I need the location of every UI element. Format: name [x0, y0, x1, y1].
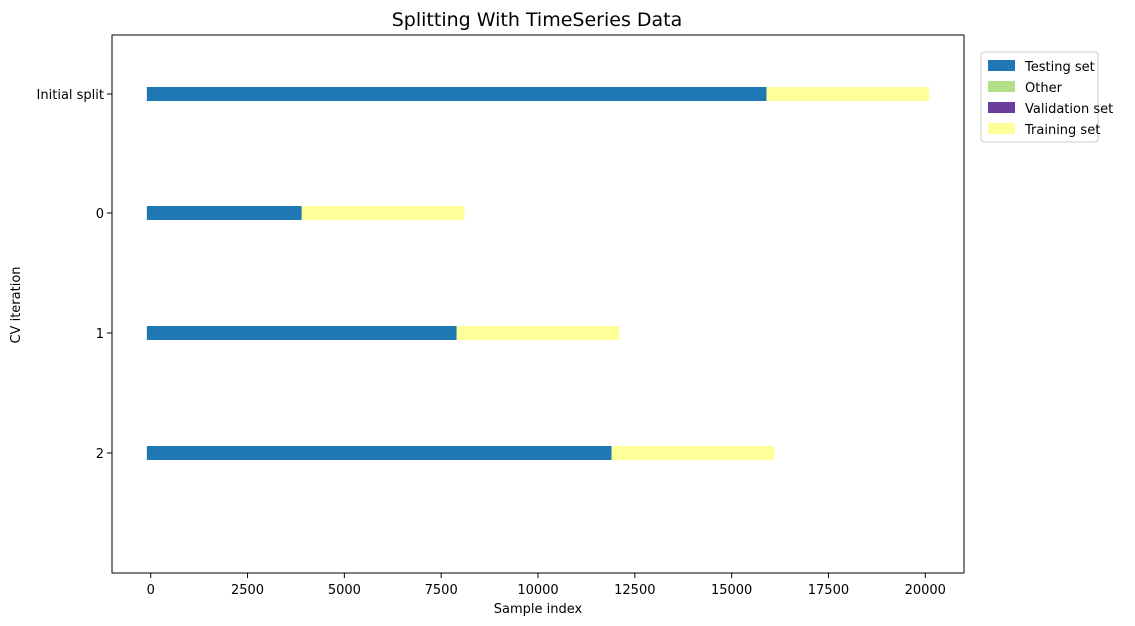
- y-axis-label: CV iteration: [9, 266, 24, 343]
- x-tick-label: 12500: [614, 583, 655, 598]
- y-tick-label: 1: [96, 327, 104, 342]
- x-axis-ticks: 0 2500 5000 7500 10000 12500 15000 17500 20000: [147, 573, 946, 598]
- legend-swatch-other: [988, 81, 1015, 92]
- x-tick-label: 2500: [231, 583, 264, 598]
- bar-1-testing-set: [146, 326, 457, 340]
- legend-label-validation-set: Validation set: [1025, 102, 1113, 117]
- bar-2-training-set: [611, 446, 775, 460]
- legend-swatch-training-set: [988, 123, 1015, 134]
- bar-0-testing-set: [146, 206, 302, 220]
- x-tick-label: 10000: [517, 583, 558, 598]
- y-tick-label: 0: [96, 207, 104, 222]
- x-tick-label: 17500: [808, 583, 849, 598]
- bar-1-training-set: [456, 326, 620, 340]
- plot-area: [112, 35, 964, 573]
- legend-label-other: Other: [1025, 81, 1063, 96]
- bar-initial-split-training-set: [766, 87, 930, 101]
- legend-label-testing-set: Testing set: [1024, 60, 1095, 75]
- x-tick-label: 0: [147, 583, 155, 598]
- y-tick-label: Initial split: [37, 88, 104, 103]
- legend-swatch-validation-set: [988, 102, 1015, 113]
- legend-label-training-set: Training set: [1024, 123, 1100, 138]
- y-axis-ticks: Initial split 0 1 2: [37, 88, 112, 462]
- chart-title: Splitting With TimeSeries Data: [392, 9, 683, 31]
- y-tick-label: 2: [96, 447, 104, 462]
- x-tick-label: 20000: [905, 583, 946, 598]
- bar-0-training-set: [301, 206, 465, 220]
- legend-swatch-testing-set: [988, 60, 1015, 71]
- x-tick-label: 15000: [711, 583, 752, 598]
- x-tick-label: 7500: [425, 583, 458, 598]
- x-axis-label: Sample index: [494, 602, 583, 617]
- bar-initial-split-testing-set: [146, 87, 767, 101]
- bars-layer: [146, 87, 930, 460]
- bar-2-testing-set: [146, 446, 612, 460]
- x-tick-label: 5000: [328, 583, 361, 598]
- legend-frame: [980, 51, 1099, 143]
- legend: Testing set Other Validation set Training s…: [980, 51, 1113, 143]
